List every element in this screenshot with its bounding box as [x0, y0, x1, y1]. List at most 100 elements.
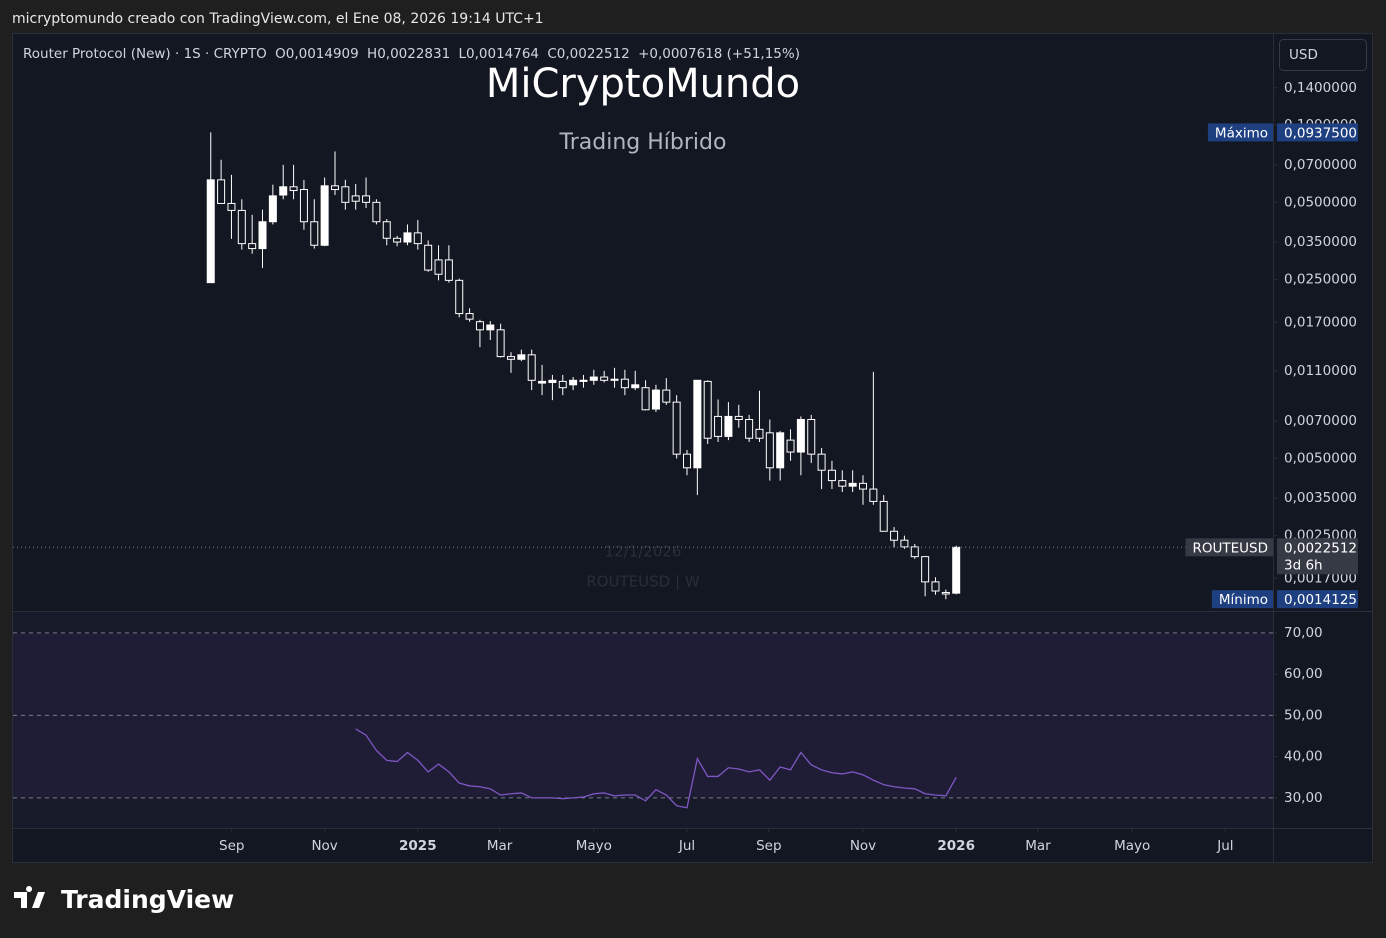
candle-body — [506, 356, 515, 360]
candle-body — [486, 324, 495, 331]
marker-label: Máximo — [1215, 125, 1268, 141]
candle-body — [372, 201, 381, 223]
y-tick-label: 40,00 — [1284, 749, 1323, 765]
x-tick-label: Mayo — [1114, 838, 1150, 854]
candle-body — [827, 469, 836, 482]
candle-body — [610, 378, 619, 381]
candle-body — [258, 221, 267, 250]
candle-body — [268, 195, 277, 223]
candle-body — [807, 419, 816, 455]
candle-body — [248, 243, 257, 250]
y-tick-label: 0,0110000 — [1284, 363, 1357, 379]
y-tick-label: 0,0170000 — [1284, 314, 1357, 330]
candle-body — [755, 428, 764, 439]
watermark-subtitle: Trading Híbrido — [559, 130, 727, 155]
marker-value: 0,0937500 — [1284, 125, 1357, 141]
x-tick-label: Jul — [1216, 838, 1233, 854]
x-tick-label: Mar — [1025, 838, 1051, 854]
marker-value: 0,0014125 — [1284, 592, 1357, 608]
candle-body — [662, 389, 671, 403]
watermark-symbol: ROUTEUSD | W — [586, 573, 699, 591]
candle-body — [393, 237, 402, 243]
y-tick-label: 70,00 — [1284, 625, 1323, 641]
x-tick-label: Sep — [756, 838, 781, 854]
candle-body — [434, 259, 443, 275]
candle-body — [724, 415, 733, 437]
y-tick-label: 0,0017000 — [1284, 571, 1357, 587]
candle-body — [745, 419, 754, 439]
candle-body — [227, 202, 236, 211]
candle-body — [931, 581, 940, 592]
y-tick-label: 0,0700000 — [1284, 157, 1357, 173]
candle-body — [279, 186, 288, 196]
candle-body — [310, 221, 319, 246]
candle-body — [693, 379, 702, 469]
candle-body — [320, 185, 329, 246]
candle-body — [848, 482, 857, 487]
candle-body — [517, 354, 526, 360]
candle-body — [776, 432, 785, 469]
candle-body — [362, 195, 371, 203]
x-tick-label: Jul — [678, 838, 695, 854]
candle-body — [817, 453, 826, 471]
candle-body — [413, 232, 422, 245]
marker-note: 3d 6h — [1284, 557, 1323, 573]
candle-body — [859, 482, 868, 490]
ohlc-high: H0,0022831 — [367, 46, 450, 62]
x-tick-label: 2026 — [937, 838, 975, 854]
currency-button[interactable] — [1279, 39, 1367, 71]
y-tick-label: 0,0050000 — [1284, 451, 1357, 467]
candle-body — [465, 313, 474, 320]
candle-body — [714, 415, 723, 437]
watermark-title: MiCryptoMundo — [486, 61, 800, 107]
candle-body — [351, 195, 360, 202]
caption: micryptomundo creado con TradingView.com… — [12, 11, 544, 27]
candle-body — [558, 380, 567, 389]
candle-body — [444, 259, 453, 281]
x-tick-label: Mayo — [576, 838, 612, 854]
candle-body — [475, 321, 484, 331]
candle-body — [869, 488, 878, 502]
y-tick-label: 60,00 — [1284, 666, 1323, 682]
candle-body — [455, 279, 464, 315]
candle-body — [641, 387, 650, 411]
candle-body — [952, 546, 961, 594]
y-tick-label: 50,00 — [1284, 707, 1323, 723]
candle-body — [900, 539, 909, 548]
candle-body — [330, 185, 339, 191]
candle-body — [382, 221, 391, 239]
rsi-line — [355, 728, 957, 809]
x-tick-label: 2025 — [399, 838, 437, 854]
candle-body — [796, 419, 805, 453]
watermark-date: 12/1/2026 — [605, 543, 682, 561]
candle-body — [879, 500, 888, 532]
y-tick-label: 0,0350000 — [1284, 234, 1357, 250]
x-tick-label: Sep — [219, 838, 244, 854]
candle-body — [403, 232, 412, 243]
candle-body — [838, 480, 847, 487]
candle-body — [206, 179, 215, 284]
candle-body — [589, 376, 598, 381]
x-tick-label: Nov — [850, 838, 876, 854]
marker-label-box — [1207, 123, 1273, 142]
candle-body — [299, 189, 308, 223]
candle-body — [496, 329, 505, 358]
currency[interactable]: USD — [1289, 47, 1318, 63]
candle-body — [527, 354, 536, 381]
candle-body — [600, 376, 609, 381]
candle-body — [890, 530, 899, 541]
candle-body — [569, 379, 578, 386]
candle-body — [765, 432, 774, 469]
marker-value: 0,0022512 — [1284, 540, 1357, 556]
candle-body — [672, 401, 681, 455]
candle-body — [910, 546, 919, 558]
marker-label: Mínimo — [1219, 592, 1268, 608]
tv-logo: TradingView — [14, 885, 234, 914]
candle-body — [538, 380, 547, 384]
brand: TradingView — [61, 885, 234, 914]
candle-body — [289, 186, 298, 192]
marker-label-box — [1185, 538, 1273, 557]
x-tick-label: Mar — [487, 838, 513, 854]
